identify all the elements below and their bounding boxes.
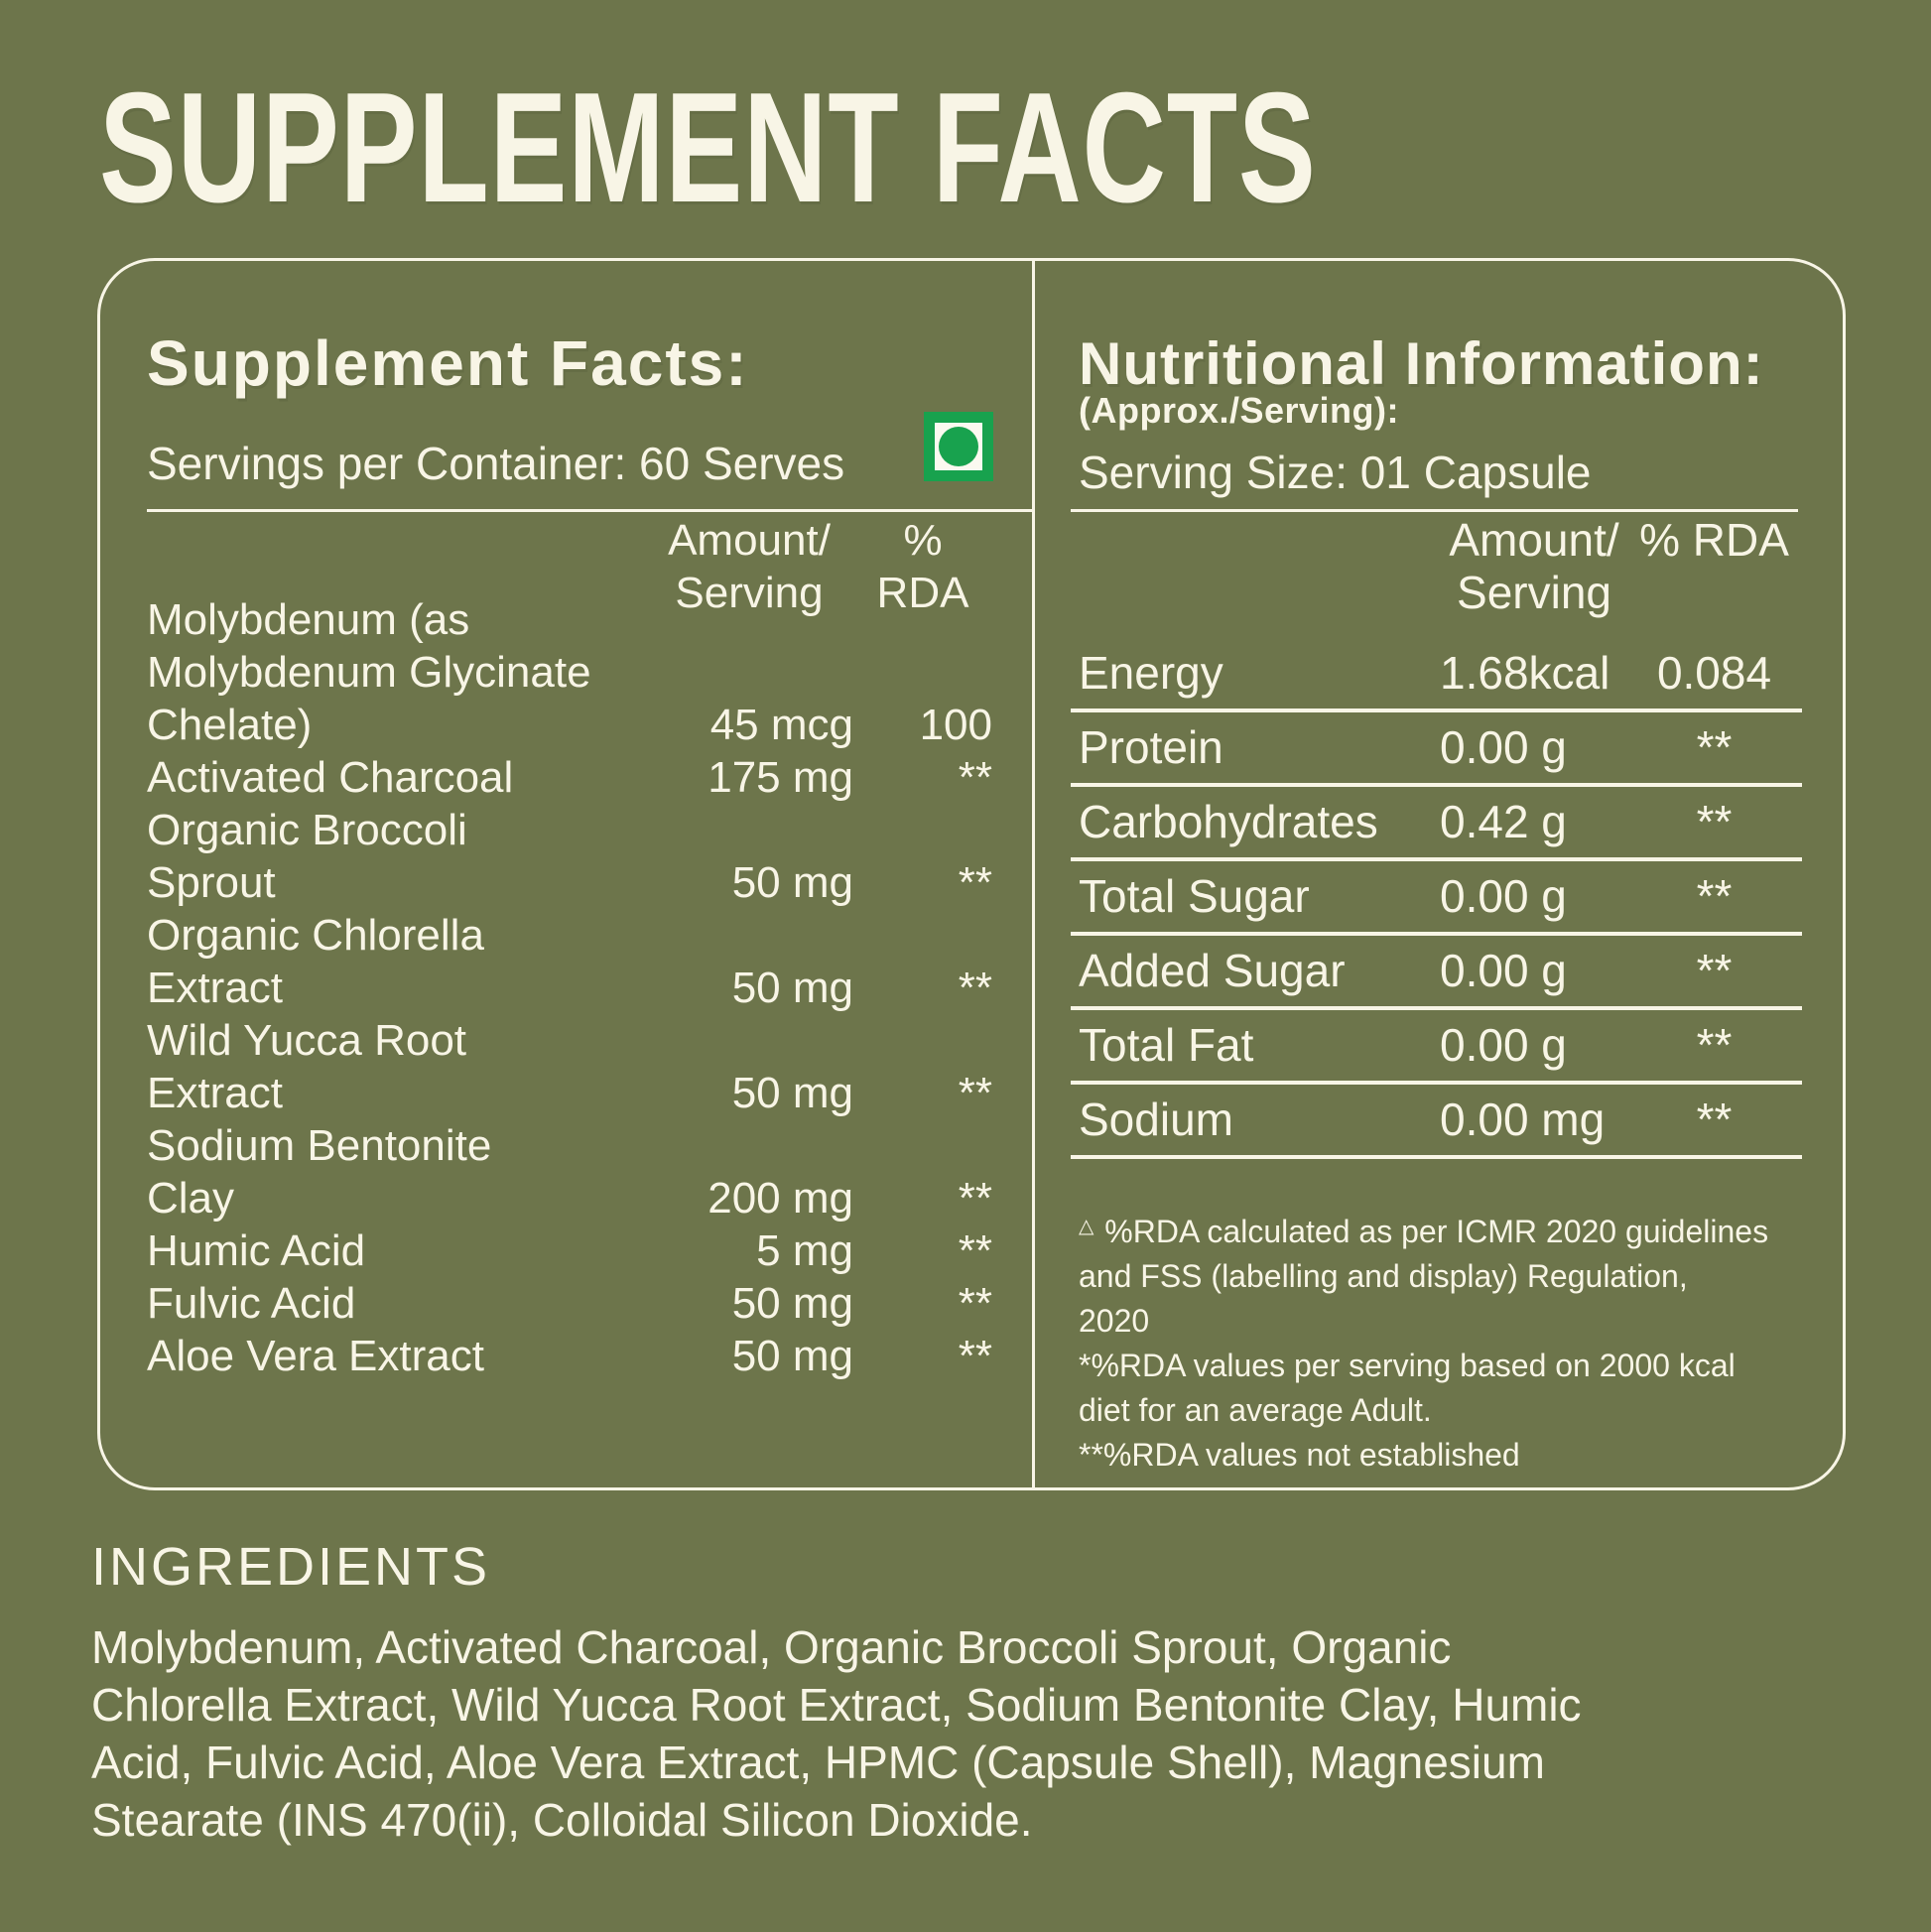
nutrient-rda: ** xyxy=(1696,1019,1733,1071)
nutrition-row: Energy 1.68kcal 0.084 xyxy=(1071,638,1802,712)
ingredient-name: Organic Broccoli Sprout xyxy=(147,806,467,907)
veg-mark-dot xyxy=(939,427,978,466)
ingredient-rda: ** xyxy=(958,1069,992,1117)
nutrition-row: Sodium 0.00 mg ** xyxy=(1071,1085,1802,1159)
nutrient-name: Added Sugar xyxy=(1079,945,1346,996)
ingredient-amount: 50 mg xyxy=(731,1279,853,1328)
footnote-text: *%RDA values per serving based on 2000 k… xyxy=(1079,1348,1736,1428)
servings-rule xyxy=(147,509,1032,512)
serving-size-rule xyxy=(1071,509,1798,512)
ingredient-name: Sodium Bentonite Clay xyxy=(147,1121,492,1223)
ingredient-rda: ** xyxy=(958,1174,992,1223)
table-row: Activated Charcoal 175 mg ** xyxy=(147,751,992,804)
ingredient-name: Aloe Vera Extract xyxy=(147,1332,484,1380)
nutrient-name: Total Sugar xyxy=(1079,870,1310,922)
nutrient-name: Total Fat xyxy=(1079,1019,1254,1071)
footnote: **%RDA values not established xyxy=(1079,1433,1821,1478)
nutrient-rda: ** xyxy=(1696,796,1733,847)
nutrient-amount: 0.00 g xyxy=(1440,870,1567,922)
ingredient-amount: 50 mg xyxy=(731,1332,853,1380)
nutrient-name: Carbohydrates xyxy=(1079,796,1378,847)
ingredients-heading: INGREDIENTS xyxy=(91,1537,491,1597)
ingredient-name: Organic Chlorella Extract xyxy=(147,911,484,1012)
ingredient-amount: 50 mg xyxy=(731,964,853,1012)
ingredient-rda: ** xyxy=(958,858,992,907)
table-body: Energy 1.68kcal 0.084 Protein 0.00 g ** … xyxy=(1071,514,1802,1159)
ingredient-amount: 50 mg xyxy=(731,858,853,907)
table-row: Aloe Vera Extract 50 mg ** xyxy=(147,1330,992,1382)
ingredient-name: Wild Yucca Root Extract xyxy=(147,1016,467,1117)
left-column: Supplement Facts: Servings per Container… xyxy=(100,261,1032,1487)
ingredient-amount: 50 mg xyxy=(731,1069,853,1117)
nutrient-rda: ** xyxy=(1696,945,1733,996)
nutrient-name: Protein xyxy=(1079,721,1223,773)
rda-header: % RDA xyxy=(1639,514,1789,566)
ingredient-amount: 45 mcg xyxy=(709,701,853,749)
footnote-text: %RDA calculated as per ICMR 2020 guideli… xyxy=(1079,1214,1769,1339)
table-row: Organic Broccoli Sprout 50 mg ** xyxy=(147,804,992,909)
servings-per-container: Servings per Container: 60 Serves xyxy=(147,438,845,489)
footnote-text: **%RDA values not established xyxy=(1079,1437,1520,1473)
nutritional-info-heading: Nutritional Information: xyxy=(1079,330,1764,397)
panel-divider xyxy=(1032,261,1035,1487)
table-body: Molybdenum (as Molybdenum Glycinate Chel… xyxy=(147,514,992,1382)
ingredient-rda: ** xyxy=(958,964,992,1012)
ingredient-name: Molybdenum (as Molybdenum Glycinate Chel… xyxy=(147,595,591,749)
ingredients-text: Molybdenum, Activated Charcoal, Organic … xyxy=(91,1621,1582,1846)
ingredient-name: Activated Charcoal xyxy=(147,753,514,802)
footnote: *%RDA values per serving based on 2000 k… xyxy=(1079,1344,1821,1433)
nutrition-row: Total Fat 0.00 g ** xyxy=(1071,1010,1802,1085)
nutrient-rda: 0.084 xyxy=(1656,647,1772,699)
nutrient-rda: ** xyxy=(1696,1094,1733,1145)
ingredient-table: Amount/ Serving % RDA Molybdenum (as Mol… xyxy=(147,514,992,1382)
amount-serving-header: Amount/ Serving xyxy=(1449,514,1619,618)
amount-serving-header: Amount/ Serving xyxy=(668,516,831,617)
nutrition-row: Carbohydrates 0.42 g ** xyxy=(1071,787,1802,861)
facts-panel: Supplement Facts: Servings per Container… xyxy=(97,258,1846,1490)
ingredient-rda: ** xyxy=(958,1279,992,1328)
footnote-symbol: △ xyxy=(1079,1216,1096,1237)
nutrient-rda: ** xyxy=(1696,721,1733,773)
table-row: Molybdenum (as Molybdenum Glycinate Chel… xyxy=(147,593,992,751)
table-row: Sodium Bentonite Clay 200 mg ** xyxy=(147,1119,992,1224)
nutrition-table: Amount/ Serving % RDA Energy 1.68kcal 0.… xyxy=(1071,514,1802,1159)
ingredient-amount: 5 mg xyxy=(756,1226,853,1275)
nutrient-name: Energy xyxy=(1079,647,1223,699)
approx-serving-subheading: (Approx./Serving): xyxy=(1079,390,1400,431)
ingredient-rda: ** xyxy=(958,1226,992,1275)
serving-size: Serving Size: 01 Capsule xyxy=(1079,447,1592,498)
nutrient-amount: 0.00 g xyxy=(1440,721,1567,773)
ingredient-name: Humic Acid xyxy=(147,1226,366,1275)
right-column: Nutritional Information: (Approx./Servin… xyxy=(1035,261,1843,1487)
nutrition-row: Total Sugar 0.00 g ** xyxy=(1071,861,1802,936)
table-header: Amount/ Serving % RDA xyxy=(645,514,992,619)
nutrient-amount: 0.00 mg xyxy=(1440,1094,1606,1145)
footnote: △ %RDA calculated as per ICMR 2020 guide… xyxy=(1079,1205,1821,1344)
supplement-facts-heading: Supplement Facts: xyxy=(147,327,749,399)
main-title: SUPPLEMENT FACTS xyxy=(99,61,1317,235)
ingredient-rda: 100 xyxy=(919,701,992,749)
table-row: Humic Acid 5 mg ** xyxy=(147,1224,992,1277)
ingredient-amount: 175 mg xyxy=(708,753,853,802)
nutrient-name: Sodium xyxy=(1079,1094,1233,1145)
rda-header: % RDA xyxy=(876,516,969,617)
nutrient-amount: 0.42 g xyxy=(1440,796,1567,847)
ingredient-name: Fulvic Acid xyxy=(147,1279,356,1328)
ingredient-rda: ** xyxy=(958,1332,992,1380)
nutrient-rda: ** xyxy=(1696,870,1733,922)
nutrient-amount: 0.00 g xyxy=(1440,945,1567,996)
nutrition-row: Added Sugar 0.00 g ** xyxy=(1071,936,1802,1010)
rda-footnotes: △ %RDA calculated as per ICMR 2020 guide… xyxy=(1079,1205,1821,1478)
nutrient-amount: 0.00 g xyxy=(1440,1019,1567,1071)
ingredient-amount: 200 mg xyxy=(708,1174,853,1223)
table-header: Amount/ Serving % RDA xyxy=(1440,514,1800,619)
table-row: Fulvic Acid 50 mg ** xyxy=(147,1277,992,1330)
ingredient-rda: ** xyxy=(958,753,992,802)
veg-mark-icon xyxy=(924,412,993,481)
nutrient-amount: 1.68kcal xyxy=(1440,647,1610,699)
nutrition-row: Protein 0.00 g ** xyxy=(1071,712,1802,787)
table-row: Wild Yucca Root Extract 50 mg ** xyxy=(147,1014,992,1119)
table-row: Organic Chlorella Extract 50 mg ** xyxy=(147,909,992,1014)
